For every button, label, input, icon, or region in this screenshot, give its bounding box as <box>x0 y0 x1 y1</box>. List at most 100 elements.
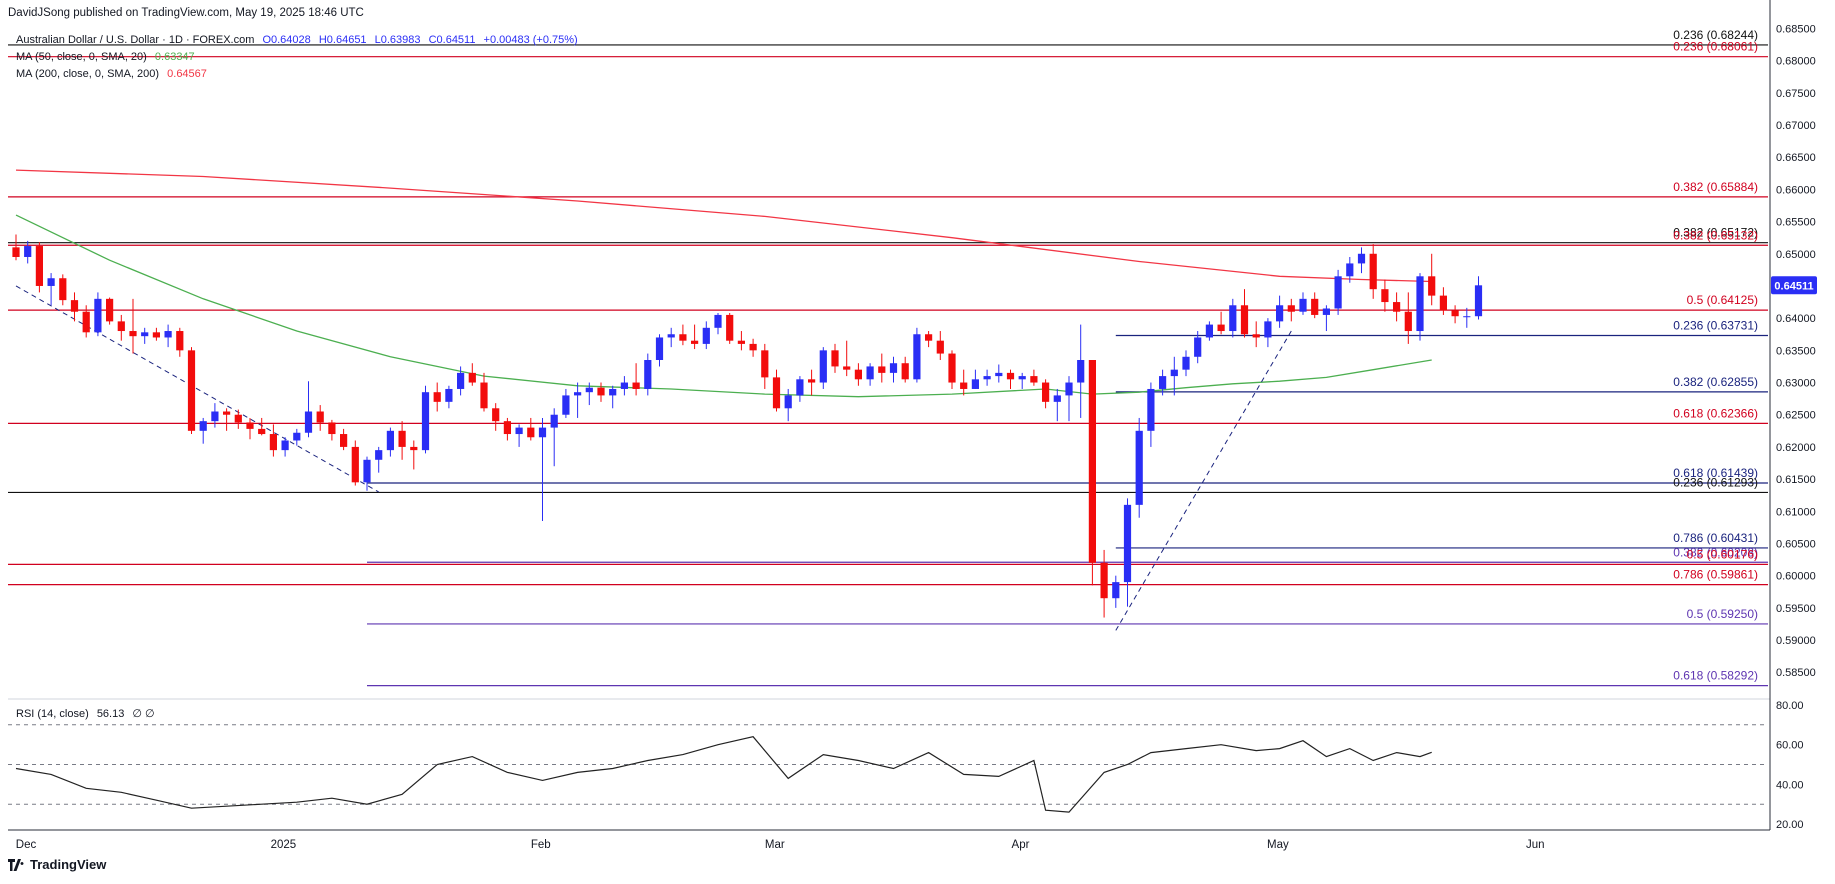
candle[interactable] <box>1100 549 1108 618</box>
candle[interactable] <box>737 331 745 351</box>
candle[interactable] <box>562 388 570 418</box>
tradingview-brand[interactable]: TradingView <box>8 857 106 872</box>
candle[interactable] <box>106 297 114 325</box>
candle[interactable] <box>269 424 277 457</box>
candle[interactable] <box>983 369 991 386</box>
candle[interactable] <box>445 385 453 409</box>
candle[interactable] <box>960 369 968 396</box>
candle[interactable] <box>971 369 979 389</box>
candle[interactable] <box>1135 417 1143 518</box>
candle[interactable] <box>12 234 20 261</box>
candle[interactable] <box>1030 369 1038 386</box>
candle[interactable] <box>24 240 32 264</box>
candle[interactable] <box>281 437 289 457</box>
candle[interactable] <box>925 331 933 348</box>
ma50-legend[interactable]: MA (50, close, 0, SMA, 20) 0.63347 <box>16 51 200 63</box>
candle[interactable] <box>901 356 909 383</box>
candle[interactable] <box>94 292 102 337</box>
candle[interactable] <box>1205 321 1213 341</box>
candle[interactable] <box>995 364 1003 383</box>
candle[interactable] <box>164 324 172 348</box>
candle[interactable] <box>1334 269 1342 315</box>
candle[interactable] <box>538 417 547 521</box>
candle[interactable] <box>70 292 79 322</box>
candle[interactable] <box>223 408 231 431</box>
candle[interactable] <box>948 350 956 389</box>
candle[interactable] <box>1194 331 1202 364</box>
candle[interactable] <box>316 405 324 431</box>
candle[interactable] <box>620 376 628 396</box>
candle[interactable] <box>1229 298 1237 338</box>
candle[interactable] <box>1322 305 1330 332</box>
candle[interactable] <box>141 327 149 344</box>
candle[interactable] <box>457 366 465 396</box>
price-axis[interactable]: 0.68500 0.68000 0.67500 0.67000 0.66500 0.660… <box>1776 23 1816 831</box>
candle[interactable] <box>328 419 336 441</box>
candle[interactable] <box>59 274 67 306</box>
candle[interactable] <box>644 353 652 396</box>
candle[interactable] <box>363 456 371 491</box>
candle[interactable] <box>1170 356 1178 396</box>
candle[interactable] <box>351 440 359 486</box>
ma200-line[interactable] <box>15 169 1432 283</box>
candle[interactable] <box>1439 287 1447 315</box>
candle[interactable] <box>410 440 418 470</box>
candle[interactable] <box>609 385 617 409</box>
candle[interactable] <box>468 363 476 386</box>
candle[interactable] <box>421 385 430 454</box>
candle[interactable] <box>433 382 441 412</box>
candle[interactable] <box>1287 298 1295 322</box>
candle[interactable] <box>117 314 125 341</box>
candle[interactable] <box>258 417 266 436</box>
candle[interactable] <box>796 376 804 402</box>
candle[interactable] <box>1217 311 1225 335</box>
candle[interactable] <box>1299 292 1307 315</box>
candle[interactable] <box>340 428 348 451</box>
trend-line[interactable] <box>1115 330 1292 631</box>
candle[interactable] <box>913 327 921 383</box>
candle[interactable] <box>726 313 734 344</box>
candle[interactable] <box>866 363 874 386</box>
candle[interactable] <box>632 363 640 396</box>
candle[interactable] <box>1240 289 1249 338</box>
candle[interactable] <box>714 313 722 335</box>
rsi-pane[interactable] <box>8 724 1768 813</box>
candle[interactable] <box>819 347 827 389</box>
ma50-line[interactable] <box>15 214 1432 398</box>
candle[interactable] <box>1112 575 1120 608</box>
candle[interactable] <box>702 321 710 350</box>
candle[interactable] <box>129 298 137 354</box>
candle[interactable] <box>1357 247 1366 274</box>
candle[interactable] <box>1042 379 1050 409</box>
candle[interactable] <box>597 382 605 402</box>
candlestick-series[interactable] <box>12 234 1483 618</box>
candle[interactable] <box>375 446 383 473</box>
time-axis[interactable]: Dec 2025 Feb Mar Apr May Jun <box>16 839 1545 851</box>
candle[interactable] <box>492 403 500 431</box>
candle[interactable] <box>936 331 944 360</box>
candle[interactable] <box>889 356 898 383</box>
candle[interactable] <box>82 305 90 338</box>
candle[interactable] <box>574 382 582 418</box>
rsi-line[interactable] <box>15 736 1432 813</box>
candle[interactable] <box>1182 350 1190 377</box>
candle[interactable] <box>480 372 488 412</box>
candle[interactable] <box>527 417 535 441</box>
candle[interactable] <box>585 382 593 406</box>
candle[interactable] <box>187 347 196 435</box>
candle[interactable] <box>234 409 242 429</box>
candle[interactable] <box>398 421 406 460</box>
symbol-legend[interactable]: Australian Dollar / U.S. Dollar · 1D · F… <box>16 34 583 46</box>
candle[interactable] <box>1451 305 1459 324</box>
candle[interactable] <box>152 327 160 341</box>
candle[interactable] <box>1428 253 1436 306</box>
trend-line[interactable] <box>15 285 379 493</box>
candle[interactable] <box>667 327 675 348</box>
candle[interactable] <box>35 242 43 293</box>
rsi-legend[interactable]: RSI (14, close) 56.13 ∅ ∅ <box>16 707 160 720</box>
candle[interactable] <box>304 381 313 438</box>
candle[interactable] <box>1404 292 1412 344</box>
candle[interactable] <box>386 427 394 457</box>
candle[interactable] <box>1369 244 1377 299</box>
